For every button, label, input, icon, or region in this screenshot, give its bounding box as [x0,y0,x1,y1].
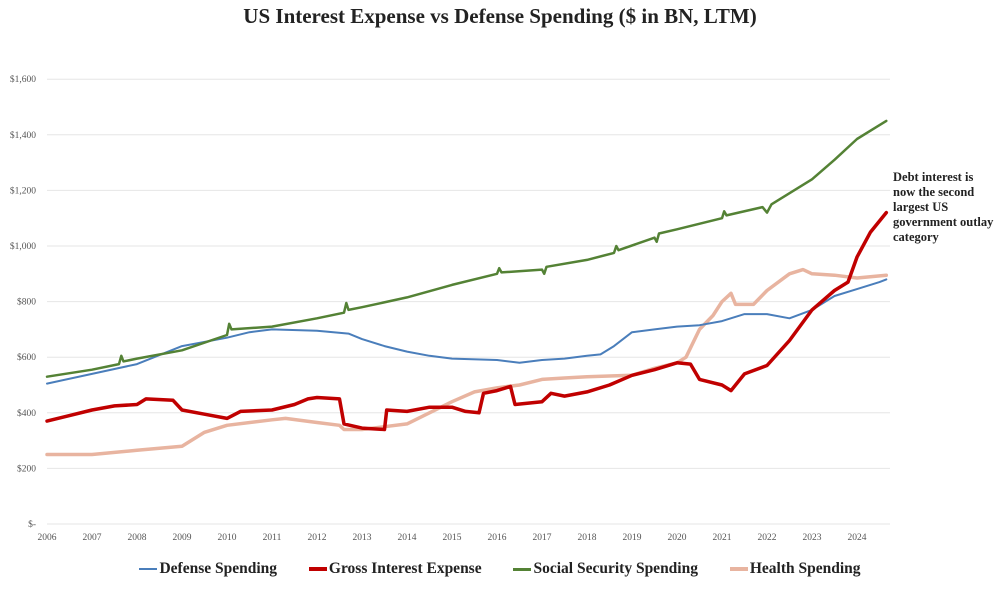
y-tick-label: $800 [17,297,36,308]
series-line-gross-interest-expense [45,210,889,432]
legend: Defense Spending Gross Interest Expense … [0,560,1000,578]
legend-label: Health Spending [749,560,861,577]
series-line-defense-spending [46,278,888,385]
y-tick-label: $600 [17,352,36,363]
x-tick-label: 2010 [218,533,237,543]
y-tick-label: $1,200 [10,185,36,196]
y-tick-label: $- [28,519,36,530]
x-tick-label: 2019 [623,533,642,543]
y-tick-label: $200 [17,463,36,474]
x-tick-label: 2020 [668,533,687,543]
y-tick-label: $1,600 [10,74,36,85]
legend-swatch [729,567,748,572]
x-tick-label: 2016 [488,533,507,543]
x-tick-label: 2011 [263,533,282,543]
x-tick-label: 2018 [578,533,597,543]
legend-swatch [139,568,158,571]
x-tick-label: 2017 [533,533,552,543]
legend-item-health: Health Spending [729,560,861,578]
x-tick-label: 2007 [83,533,102,543]
y-tick-label: $400 [17,408,36,419]
legend-item-defense: Defense Spending [139,560,277,578]
legend-swatch [513,567,532,571]
y-tick-label: $1,400 [10,130,36,141]
x-tick-label: 2008 [128,533,147,543]
x-tick-label: 2014 [398,533,417,543]
x-tick-label: 2009 [173,533,192,543]
legend-swatch [308,567,327,572]
series-line-social-security-spending [45,119,888,378]
x-tick-label: 2012 [308,533,327,543]
legend-item-interest: Gross Interest Expense [308,560,482,578]
x-tick-label: 2013 [353,533,372,543]
x-tick-label: 2024 [848,533,867,543]
legend-item-social-security: Social Security Spending [513,560,698,578]
y-tick-label: $1,000 [10,241,36,252]
chart-title: US Interest Expense vs Defense Spending … [243,4,757,28]
x-tick-label: 2006 [38,533,57,543]
x-tick-label: 2023 [803,533,822,543]
series-line-health-spending [45,267,889,457]
x-tick-label: 2015 [443,533,462,543]
legend-label: Social Security Spending [533,560,698,577]
legend-label: Defense Spending [159,560,278,577]
chart-annotation: Debt interest is now the second largest … [893,170,994,244]
x-tick-label: 2022 [758,533,777,543]
legend-label: Gross Interest Expense [328,560,482,577]
x-tick-label: 2021 [713,533,732,543]
